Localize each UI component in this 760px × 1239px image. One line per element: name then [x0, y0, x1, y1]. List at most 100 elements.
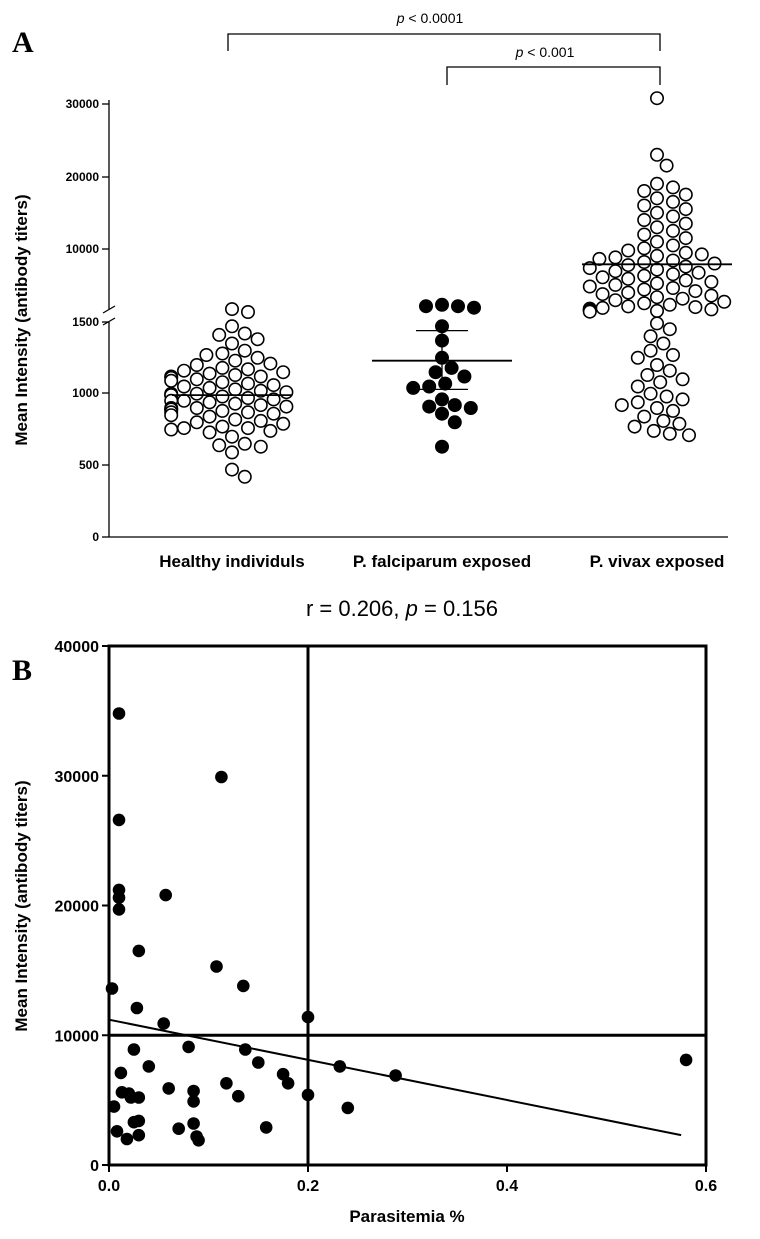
- panel-a-y-ticks: 0 500 1000 1500 10000 20000 30000: [66, 97, 109, 544]
- data-point-healthy: [164, 422, 179, 437]
- data-point-healthy: [189, 400, 204, 415]
- data-point: [105, 982, 119, 995]
- data-point-healthy: [215, 389, 230, 404]
- data-point-healthy: [202, 380, 217, 395]
- data-point-vivax: [649, 262, 664, 277]
- data-point-healthy: [263, 356, 278, 371]
- data-point-vivax: [678, 259, 693, 274]
- data-point: [187, 1095, 200, 1108]
- data-point-vivax: [582, 279, 597, 294]
- category-label-vivax: P. vivax exposed: [590, 552, 725, 571]
- data-point-falciparum: [444, 360, 459, 375]
- data-point-healthy: [266, 406, 281, 421]
- data-point-vivax: [637, 184, 652, 199]
- data-point-healthy: [164, 408, 179, 423]
- data-point-vivax: [640, 367, 655, 382]
- panel-b: r = 0.206, p = 0.156 B 0.0 0.2 0.4 0.6 0 100…: [12, 596, 717, 1226]
- panel-b-title: r = 0.206, p = 0.156: [306, 596, 498, 621]
- data-point-falciparum: [434, 406, 449, 421]
- category-label-healthy: Healthy individuls: [159, 552, 304, 571]
- data-point-vivax: [608, 264, 623, 279]
- data-point-vivax: [649, 303, 664, 318]
- panel-b-x-tick-label: 0.6: [695, 1178, 717, 1195]
- data-point-healthy: [177, 363, 192, 378]
- data-point: [301, 1088, 315, 1102]
- data-point-healthy: [189, 386, 204, 401]
- data-point-healthy: [253, 398, 268, 413]
- data-point-healthy: [202, 366, 217, 381]
- data-point-vivax: [662, 363, 677, 378]
- data-point-vivax: [665, 347, 680, 362]
- data-point-healthy: [241, 362, 256, 377]
- data-point-vivax: [653, 375, 668, 390]
- data-point-healthy: [253, 439, 268, 454]
- data-point-healthy: [237, 343, 252, 358]
- panel-b-y-tick-label: 40000: [55, 639, 100, 656]
- data-point-falciparum: [422, 379, 437, 394]
- data-point-vivax: [649, 220, 664, 235]
- data-point-vivax: [637, 409, 652, 424]
- panel-b-x-tick-label: 0.2: [297, 1178, 319, 1195]
- data-point-vivax: [614, 398, 629, 413]
- data-point: [192, 1134, 205, 1147]
- data-point-vivax: [662, 322, 677, 337]
- data-point-vivax: [627, 419, 642, 434]
- data-point-vivax: [643, 343, 658, 358]
- data-point-vivax: [649, 147, 664, 162]
- data-point-falciparum: [406, 380, 421, 395]
- comparison-label-2: p < 0.001: [515, 44, 575, 60]
- data-point-vivax: [582, 304, 597, 319]
- data-point-vivax: [656, 336, 671, 351]
- data-point-vivax: [688, 284, 703, 299]
- data-point-healthy: [202, 395, 217, 410]
- data-point-vivax: [621, 243, 636, 258]
- data-point-healthy: [215, 346, 230, 361]
- data-point-vivax: [678, 245, 693, 260]
- data-point-vivax: [595, 300, 610, 315]
- panel-b-y-axis-label: Mean Intensity (antibody titers): [12, 780, 31, 1031]
- data-point-vivax: [662, 426, 677, 441]
- data-point-falciparum: [466, 300, 481, 315]
- data-point-vivax: [592, 251, 607, 266]
- data-point-vivax: [665, 403, 680, 418]
- panel-b-reference-lines: [109, 646, 706, 1165]
- data-point-healthy: [202, 425, 217, 440]
- data-point-healthy: [225, 302, 240, 317]
- data-point-healthy: [215, 419, 230, 434]
- panel-b-x-tick-label: 0.4: [496, 1178, 518, 1195]
- data-point-healthy: [215, 375, 230, 390]
- panel-b-y-tick-label: 30000: [55, 769, 100, 786]
- data-point: [162, 1082, 175, 1095]
- data-point: [112, 707, 126, 720]
- data-point-healthy: [279, 399, 294, 414]
- data-point-vivax: [649, 91, 664, 106]
- panel-b-y-tick-label: 20000: [55, 899, 100, 916]
- data-point-falciparum: [447, 415, 462, 430]
- data-point-healthy: [250, 350, 265, 365]
- comparison-label-1: p < 0.0001: [396, 10, 464, 26]
- data-point-vivax: [621, 285, 636, 300]
- data-point-vivax: [704, 274, 719, 289]
- panel-b-x-ticks: 0.0 0.2 0.4 0.6: [98, 1165, 717, 1195]
- data-point-healthy: [228, 412, 243, 427]
- data-point-vivax: [691, 265, 706, 280]
- data-point-falciparum: [450, 299, 465, 314]
- data-point: [132, 1114, 146, 1128]
- panel-a-y-tick-1000: 1000: [72, 386, 99, 400]
- data-point-vivax: [637, 268, 652, 283]
- data-point-vivax: [608, 293, 623, 308]
- data-point: [127, 1043, 141, 1056]
- data-point-vivax: [659, 158, 674, 173]
- data-point: [172, 1122, 185, 1135]
- panel-a-letter: A: [12, 26, 34, 59]
- panel-b-y-tick-label: 0: [90, 1158, 99, 1175]
- data-point: [114, 1066, 128, 1080]
- data-point-healthy: [164, 373, 179, 388]
- data-point: [237, 979, 250, 993]
- data-point: [112, 891, 126, 904]
- panel-a-y-tick-0: 0: [92, 530, 99, 544]
- data-point-healthy: [202, 409, 217, 424]
- panel-b-y-tick-label: 10000: [55, 1028, 100, 1045]
- data-point-healthy: [189, 372, 204, 387]
